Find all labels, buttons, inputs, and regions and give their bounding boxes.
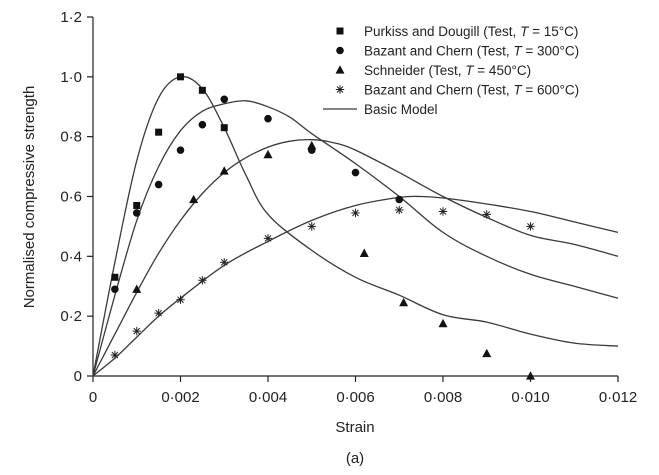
data-point-triangle — [526, 371, 535, 380]
y-tick-label: 0·8 — [60, 129, 82, 146]
x-tick-label: 0 — [89, 389, 97, 406]
data-point-square — [111, 273, 119, 281]
legend-label-var: T — [513, 83, 523, 98]
data-point-circle — [111, 285, 119, 294]
y-axis-title: Normalised compressive strength — [21, 86, 38, 309]
legend-label-prefix: Purkiss and Dougill (Test, — [364, 24, 520, 39]
x-tick-label: 0·002 — [161, 389, 199, 406]
x-tick-label: 0·006 — [336, 389, 374, 406]
data-point-asterisk — [263, 234, 273, 243]
figure-caption: (a) — [346, 450, 364, 467]
x-tick-label: 0·010 — [511, 389, 549, 406]
data-point-asterisk — [220, 258, 229, 267]
x-tick-label: 0·012 — [599, 389, 637, 406]
data-point-square — [177, 73, 184, 81]
data-point-triangle — [189, 194, 199, 204]
data-point-square — [133, 201, 141, 209]
data-point-square — [198, 86, 206, 94]
data-point-asterisk — [176, 295, 185, 304]
x-tick-label: 0·008 — [424, 389, 462, 406]
legend-marker-asterisk — [335, 85, 345, 94]
data-point-triangle — [132, 284, 142, 293]
legend-label-var: T — [520, 24, 530, 39]
legend-label-var: T — [465, 63, 475, 78]
legend-label-suffix: = 600°C) — [522, 83, 580, 98]
legend-label-prefix: Schneider (Test, — [364, 63, 465, 78]
legend-label-suffix: = 450°C) — [474, 63, 532, 78]
data-point-triangle — [307, 140, 317, 150]
data-point-asterisk — [110, 350, 120, 360]
data-point-triangle — [359, 248, 369, 257]
legend: Purkiss and Dougill (Test, T = 15°C) Baza… — [323, 24, 579, 117]
legend-entry-2: Bazant and Chern (Test, T = 300°C) — [364, 44, 579, 59]
data-point-triangle — [438, 318, 448, 328]
data-point-square — [220, 124, 228, 132]
legend-label-prefix: Bazant and Chern (Test, — [364, 44, 513, 59]
data-point-triangle — [263, 149, 273, 159]
data-point-triangle — [399, 297, 409, 307]
data-point-circle — [351, 168, 360, 177]
data-point-circle — [176, 146, 185, 154]
data-point-triangle — [219, 166, 229, 175]
data-point-circle — [198, 120, 207, 129]
data-point-asterisk — [307, 222, 316, 231]
y-tick-label: 0·6 — [60, 189, 82, 206]
legend-label-suffix: = 300°C) — [522, 44, 580, 59]
data-point-asterisk — [198, 276, 207, 285]
y-tick-label: 0 — [74, 368, 82, 385]
data-point-asterisk — [132, 326, 141, 336]
x-tick-label: 0·004 — [249, 389, 287, 406]
legend-label-suffix: = 15°C) — [528, 24, 578, 39]
model-curves — [92, 75, 619, 377]
legend-marker-square — [336, 27, 344, 35]
legend-label-var: T — [513, 44, 523, 59]
model-curve-4 — [92, 195, 619, 377]
data-point-circle — [132, 209, 141, 217]
model-curve-1 — [92, 75, 619, 377]
data-point-asterisk — [526, 222, 535, 231]
test-points — [110, 73, 535, 380]
x-axis-title: Strain — [335, 419, 374, 436]
legend-entry-4: Bazant and Chern (Test, T = 600°C) — [364, 83, 579, 98]
legend-entry-model: Basic Model — [364, 102, 438, 117]
legend-entry-3: Schneider (Test, T = 450°C) — [364, 63, 531, 78]
data-point-square — [155, 128, 163, 136]
legend-marker-circle — [336, 46, 344, 55]
data-point-asterisk — [351, 208, 360, 218]
y-tick-label: 1·2 — [60, 9, 82, 26]
ticks: 0 0·002 0·004 0·006 0·008 0·010 0·012 0 0·2 0·4 0·… — [60, 9, 637, 406]
data-point-circle — [264, 114, 272, 123]
y-tick-label: 0·2 — [60, 308, 82, 325]
legend-marker-triangle — [335, 65, 345, 74]
data-point-asterisk — [395, 205, 404, 215]
model-curve-2 — [92, 100, 619, 377]
legend-label-prefix: Bazant and Chern (Test, — [364, 83, 513, 98]
axes — [92, 17, 618, 377]
data-point-asterisk — [154, 308, 163, 318]
y-tick-label: 1·0 — [60, 69, 82, 86]
data-point-circle — [154, 180, 163, 189]
legend-entry-1: Purkiss and Dougill (Test, T = 15°C) — [364, 24, 578, 39]
data-point-asterisk — [438, 207, 448, 216]
data-point-triangle — [482, 348, 492, 358]
data-point-circle — [220, 95, 229, 104]
data-point-asterisk — [482, 210, 491, 219]
data-point-circle — [395, 195, 404, 204]
y-tick-label: 0·4 — [60, 248, 82, 265]
